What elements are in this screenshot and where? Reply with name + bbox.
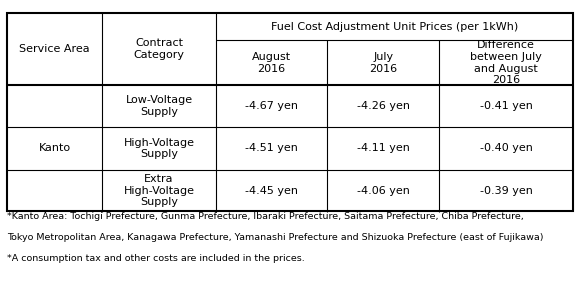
- Text: Fuel Cost Adjustment Unit Prices (per 1kWh): Fuel Cost Adjustment Unit Prices (per 1k…: [271, 22, 518, 32]
- Text: -4.51 yen: -4.51 yen: [245, 144, 298, 154]
- Text: Difference
between July
and August
2016: Difference between July and August 2016: [470, 40, 542, 85]
- Text: July
2016: July 2016: [369, 52, 397, 73]
- Text: -4.11 yen: -4.11 yen: [357, 144, 409, 154]
- Text: Kanto: Kanto: [39, 144, 71, 154]
- Text: -4.26 yen: -4.26 yen: [357, 101, 409, 111]
- Text: Low-Voltage
Supply: Low-Voltage Supply: [125, 96, 193, 117]
- Text: Service Area: Service Area: [19, 44, 90, 54]
- Text: High-Voltage
Supply: High-Voltage Supply: [124, 138, 194, 159]
- Text: *A consumption tax and other costs are included in the prices.: *A consumption tax and other costs are i…: [7, 254, 304, 263]
- Text: Tokyo Metropolitan Area, Kanagawa Prefecture, Yamanashi Prefecture and Shizuoka : Tokyo Metropolitan Area, Kanagawa Prefec…: [7, 233, 543, 242]
- Text: Contract
Category: Contract Category: [133, 38, 184, 60]
- Text: -4.45 yen: -4.45 yen: [245, 186, 298, 196]
- Text: -4.67 yen: -4.67 yen: [245, 101, 298, 111]
- Text: -4.06 yen: -4.06 yen: [357, 186, 409, 196]
- Text: Extra
High-Voltage
Supply: Extra High-Voltage Supply: [124, 174, 194, 207]
- Text: -0.40 yen: -0.40 yen: [480, 144, 532, 154]
- Text: -0.39 yen: -0.39 yen: [480, 186, 532, 196]
- Text: -0.41 yen: -0.41 yen: [480, 101, 532, 111]
- Bar: [7, 13, 573, 211]
- Text: *Kanto Area: Tochigi Prefecture, Gunma Prefecture, Ibaraki Prefecture, Saitama P: *Kanto Area: Tochigi Prefecture, Gunma P…: [7, 212, 524, 221]
- Text: August
2016: August 2016: [252, 52, 291, 73]
